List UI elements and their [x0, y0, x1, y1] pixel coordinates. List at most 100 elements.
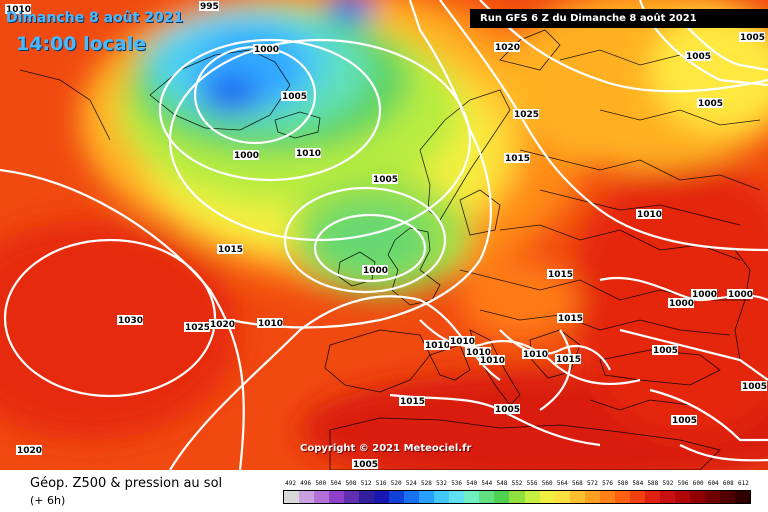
- color-scale-label: 528: [420, 480, 432, 487]
- color-scale-label: 596: [677, 480, 689, 487]
- color-scale-label: 600: [692, 480, 704, 487]
- color-scale-label: 552: [511, 480, 523, 487]
- isobar-label-bg: [494, 42, 520, 52]
- isobar-label: 1010: [450, 337, 475, 347]
- color-scale-swatch: [449, 491, 465, 503]
- isobar-label-bg: [362, 265, 388, 275]
- isobar-label: 1000: [669, 299, 694, 309]
- isobar-label-bg: [16, 445, 42, 455]
- map-title: Géop. Z500 & pression au sol: [30, 476, 223, 491]
- isobar-label: 1020: [210, 320, 235, 330]
- geopotential-map: 1010 995 1000 1005 1000 1010 1005 1000 1015 1030 1…: [0, 0, 768, 470]
- color-scale-label: 580: [617, 480, 629, 487]
- color-scale-label: 504: [330, 480, 342, 487]
- color-scale-label: 568: [571, 480, 583, 487]
- color-scale-swatch: [614, 491, 630, 503]
- isobar-label-bg: [479, 355, 505, 365]
- isobar-label-bg: [209, 319, 235, 329]
- isobar-label-bg: [685, 51, 711, 61]
- isobar-label-bg: [372, 174, 398, 184]
- color-scale-swatch: [629, 491, 645, 503]
- isobar-label: 1000: [692, 290, 717, 300]
- isobar-label: 1005: [495, 405, 520, 415]
- color-scale-swatch: [479, 491, 495, 503]
- isobar-label-bg: [352, 459, 378, 469]
- isobar-label-bg: [547, 269, 573, 279]
- color-scale-label: 584: [632, 480, 644, 487]
- isobar-label: 1010: [6, 5, 31, 15]
- isobar-label-bg: [652, 345, 678, 355]
- color-scale-swatch: [464, 491, 480, 503]
- color-scale-swatch: [494, 491, 510, 503]
- isobar-label-bg: [253, 44, 279, 54]
- color-scale-swatch: [524, 491, 540, 503]
- isobar-label: 1005: [698, 99, 723, 109]
- color-scale-label: 508: [345, 480, 357, 487]
- isobar-label-bg: [504, 153, 530, 163]
- forecast-lead: (+ 6h): [30, 494, 66, 507]
- isobar-label-bg: [199, 1, 219, 11]
- isobar-label: 1025: [185, 323, 210, 333]
- color-scale-label: 588: [647, 480, 659, 487]
- color-scale: 492 496 500 504 508 512 516 520 524 528 532 536 540 5…: [283, 480, 751, 504]
- forecast-time: 14:00 locale: [16, 33, 147, 55]
- isobar-label-bg: [691, 289, 717, 299]
- color-scale-swatch: [389, 491, 405, 503]
- isobar-label-bg: [117, 315, 143, 325]
- color-scale-swatch: [374, 491, 390, 503]
- color-scale-swatch: [329, 491, 345, 503]
- isobar-label: 1005: [373, 175, 398, 185]
- color-scale-label: 592: [662, 480, 674, 487]
- forecast-date: Dimanche 8 août 2021: [6, 10, 184, 26]
- isobar-label: 1000: [234, 151, 259, 161]
- color-scale-swatch: [314, 491, 330, 503]
- isobar-label-bg: [494, 404, 520, 414]
- isobar-label-bg: [281, 91, 307, 101]
- isobar-label-bg: [399, 396, 425, 406]
- isobar-label: 1015: [218, 245, 243, 255]
- color-scale-label: 604: [707, 480, 719, 487]
- color-scale-label: 572: [587, 480, 598, 487]
- color-scale-swatch: [734, 491, 750, 503]
- isobar-label: 1010: [466, 348, 491, 358]
- isobar-label: 1015: [400, 397, 425, 407]
- isobar-label-bg: [233, 150, 259, 160]
- color-scale-swatch: [509, 491, 525, 503]
- isobar-label: 1010: [296, 149, 321, 159]
- color-scale-label: 560: [541, 480, 553, 487]
- color-scale-swatch: [434, 491, 450, 503]
- color-scale-swatch: [359, 491, 375, 503]
- isobar-label-bg: [5, 4, 31, 14]
- isobar-label-bg: [257, 318, 283, 328]
- color-scale-label: 540: [466, 480, 478, 487]
- isobar-label-bg: [555, 354, 581, 364]
- isobar-label: 1020: [17, 446, 42, 456]
- isobar-label: 1015: [558, 314, 583, 324]
- isobar-label-bg: [636, 209, 662, 219]
- color-scale-label: 548: [496, 480, 508, 487]
- isobar-label-bg: [697, 98, 723, 108]
- color-scale-label: 576: [602, 480, 613, 487]
- isobar-label: 1005: [742, 382, 767, 392]
- color-scale-label: 556: [526, 480, 538, 487]
- isobar-label-bg: [184, 322, 210, 332]
- isobar-label: 1000: [728, 290, 753, 300]
- color-scale-label: 612: [738, 480, 749, 487]
- isobar-label-bg: [513, 109, 539, 119]
- color-scale-swatch: [599, 491, 615, 503]
- isobar-label: 1000: [254, 45, 279, 55]
- isobar-label: 1005: [282, 92, 307, 102]
- isobar-label-bg: [727, 289, 753, 299]
- isobar-label-bg: [217, 244, 243, 254]
- isobar-label-bg: [668, 298, 694, 308]
- color-scale-label: 512: [360, 480, 372, 487]
- isobar-label-bg: [741, 381, 767, 391]
- color-scale-swatch: [404, 491, 420, 503]
- isobar-label: 1020: [495, 43, 520, 53]
- isobar-label-bg: [449, 336, 475, 346]
- isobar-labels: 1010 995 1000 1005 1000 1010 1005 1000 1015 1030 1…: [5, 1, 767, 470]
- isobar-label-bg: [465, 347, 491, 357]
- isobar-label: 1010: [637, 210, 662, 220]
- color-scale-swatch: [569, 491, 585, 503]
- color-scale-swatch: [704, 491, 720, 503]
